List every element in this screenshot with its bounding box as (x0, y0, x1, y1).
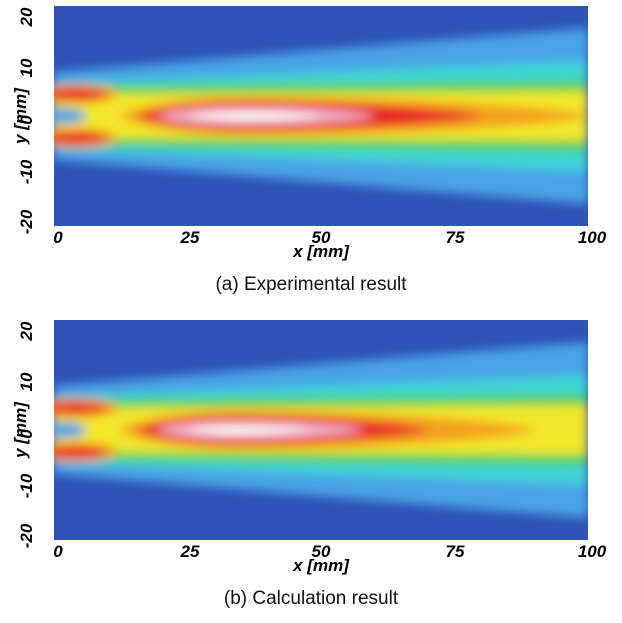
y-tick-label: 20 (17, 7, 36, 27)
side-jet-red (54, 87, 108, 101)
panel-caption: (b) Calculation result (223, 588, 399, 609)
nozzle-gap (54, 422, 87, 438)
y-tick-label: -10 (17, 159, 36, 185)
y-tick-label: 10 (17, 58, 36, 78)
side-jet-red (54, 401, 108, 415)
x-tick-label: 50 (311, 542, 331, 561)
y-tick-label: -20 (17, 209, 36, 235)
side-jet-red (54, 131, 108, 145)
x-axis-label: x [mm] (293, 556, 349, 575)
heatmap-plot-area (54, 320, 588, 540)
x-tick-label: 0 (53, 228, 63, 247)
x-tick-label: 100 (577, 228, 607, 247)
nozzle-gap (54, 108, 87, 124)
x-tick-label: 25 (180, 228, 200, 247)
panel-experimental: 0 25 50 75 100 20 10 0 -10 -20 x [mm] y … (0, 0, 622, 310)
panel-calculation: 0 25 50 75 100 20 10 0 -10 -20 x [mm] y … (0, 314, 622, 623)
heatmap-svg (54, 320, 588, 540)
panel-caption: (a) Experimental result (215, 274, 407, 295)
x-tick-label: 75 (445, 542, 465, 561)
heatmap-svg (54, 6, 588, 226)
y-tick-label: -20 (17, 523, 36, 549)
side-jet-red (54, 445, 108, 459)
core-band-white (187, 426, 311, 434)
y-axis-label: y [mm] (11, 402, 30, 458)
core-band-white (187, 112, 321, 120)
x-axis-label: x [mm] (293, 242, 349, 261)
x-tick-label: 100 (577, 542, 607, 561)
x-tick-label: 25 (180, 542, 200, 561)
y-tick-label: -10 (17, 473, 36, 499)
y-axis-label: y [mm] (11, 88, 30, 144)
y-tick-label: 10 (17, 372, 36, 392)
x-tick-label: 75 (445, 228, 465, 247)
x-tick-label: 0 (53, 542, 63, 561)
x-tick-label: 50 (311, 228, 331, 247)
y-tick-label: 20 (17, 321, 36, 341)
heatmap-plot-area (54, 6, 588, 226)
